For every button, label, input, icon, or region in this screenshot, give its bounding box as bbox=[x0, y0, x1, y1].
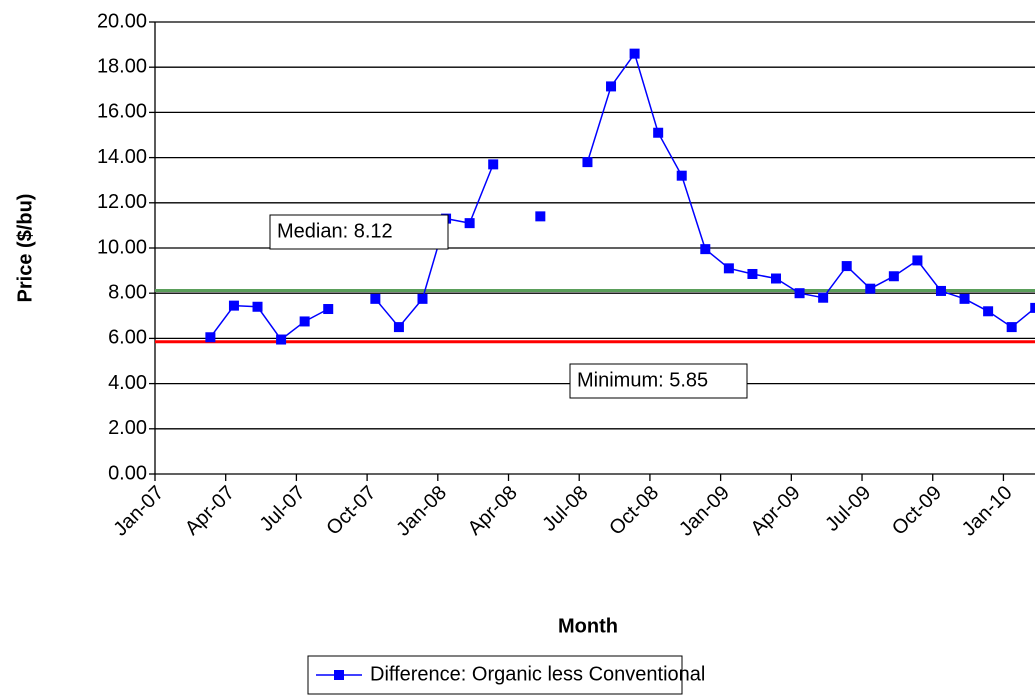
x-tick-label: Apr-07 bbox=[181, 482, 239, 540]
y-tick-label: 0.00 bbox=[108, 462, 147, 484]
legend-box bbox=[307, 655, 683, 695]
data-point bbox=[205, 332, 216, 343]
x-tick-label: Oct-07 bbox=[322, 482, 380, 540]
y-tick-label: 20.00 bbox=[97, 10, 147, 32]
data-point bbox=[676, 170, 687, 181]
x-tick-label: Jan-10 bbox=[958, 482, 1017, 541]
data-point bbox=[818, 292, 829, 303]
data-point bbox=[794, 288, 805, 299]
data-point bbox=[1030, 302, 1035, 313]
data-point bbox=[700, 244, 711, 255]
data-point bbox=[747, 268, 758, 279]
data-point bbox=[865, 283, 876, 294]
data-point bbox=[653, 127, 664, 138]
data-point bbox=[888, 271, 899, 282]
data-point bbox=[393, 322, 404, 333]
annotation-box bbox=[269, 214, 449, 250]
x-tick-label: Jul-07 bbox=[256, 482, 310, 536]
data-point bbox=[771, 273, 782, 284]
y-tick-label: 4.00 bbox=[108, 372, 147, 394]
data-point bbox=[935, 285, 946, 296]
y-tick-label: 10.00 bbox=[97, 236, 147, 258]
data-point bbox=[629, 48, 640, 59]
data-point bbox=[582, 157, 593, 168]
data-point bbox=[276, 334, 287, 345]
x-tick-label: Jul-08 bbox=[538, 482, 592, 536]
x-tick-label: Apr-09 bbox=[747, 482, 805, 540]
data-point bbox=[228, 300, 239, 311]
data-point bbox=[723, 263, 734, 274]
data-point bbox=[606, 81, 617, 92]
legend-label: Difference: Organic less Conventional bbox=[370, 663, 705, 685]
y-tick-label: 12.00 bbox=[97, 191, 147, 213]
data-point bbox=[983, 306, 994, 317]
data-point bbox=[323, 304, 334, 315]
x-axis-label: Month bbox=[558, 615, 618, 637]
series-line bbox=[209, 51, 1035, 341]
annotation-box bbox=[569, 363, 748, 399]
data-point bbox=[252, 301, 263, 312]
x-tick-label: Oct-08 bbox=[605, 482, 663, 540]
annotation: Median: 8.12 bbox=[277, 220, 393, 242]
data-point bbox=[370, 293, 381, 304]
data-point bbox=[488, 159, 499, 170]
y-tick-label: 8.00 bbox=[108, 281, 147, 303]
data-point bbox=[464, 218, 475, 229]
y-tick-label: 18.00 bbox=[97, 55, 147, 77]
x-tick-label: Jan-08 bbox=[392, 482, 451, 541]
y-tick-label: 16.00 bbox=[97, 101, 147, 123]
y-tick-label: 14.00 bbox=[97, 146, 147, 168]
legend-marker bbox=[334, 670, 344, 680]
data-point bbox=[959, 293, 970, 304]
x-tick-label: Jul-09 bbox=[821, 482, 875, 536]
y-tick-label: 2.00 bbox=[108, 417, 147, 439]
data-point bbox=[299, 316, 310, 327]
x-tick-label: Jan-09 bbox=[675, 482, 734, 541]
data-point bbox=[841, 261, 852, 272]
x-tick-label: Jan-07 bbox=[109, 482, 168, 541]
y-tick-label: 6.00 bbox=[108, 327, 147, 349]
data-point bbox=[1006, 322, 1017, 333]
data-point bbox=[912, 255, 923, 266]
x-tick-label: Oct-09 bbox=[888, 482, 946, 540]
data-point bbox=[535, 211, 546, 222]
x-tick-label: Apr-08 bbox=[464, 482, 522, 540]
data-point bbox=[417, 293, 428, 304]
y-axis-label: Price ($/bu) bbox=[14, 194, 36, 303]
annotation: Minimum: 5.85 bbox=[577, 369, 708, 391]
